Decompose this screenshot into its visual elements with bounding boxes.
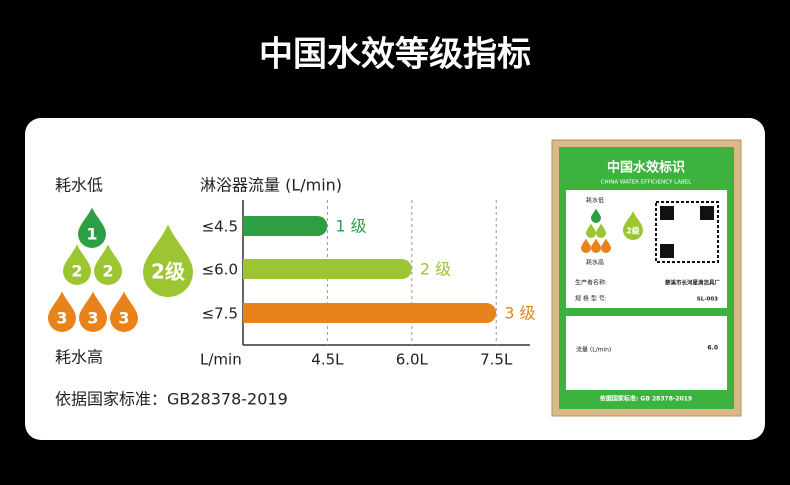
label-drop <box>591 238 601 253</box>
label-drop <box>586 223 596 238</box>
drop <box>63 244 91 285</box>
label-drop <box>596 223 606 238</box>
label-drop <box>591 208 601 223</box>
label-panel <box>566 316 727 390</box>
grade-label: 2 级 <box>420 260 451 279</box>
qr-finder <box>660 206 674 220</box>
label-title: 中国水效标识 <box>607 160 685 176</box>
label-drop <box>581 238 591 253</box>
drop <box>79 291 107 332</box>
label-drop <box>601 238 611 253</box>
label-low: 耗水低 <box>586 197 604 205</box>
qr-finder <box>700 206 714 220</box>
qr-finder <box>660 244 674 258</box>
grade-label: 1 级 <box>335 217 366 236</box>
model-label: 规 格 型 号: <box>575 295 607 303</box>
label-grade: 2级 <box>626 226 641 236</box>
flow: 6.0 <box>707 345 718 352</box>
drop <box>94 244 122 285</box>
maker-label: 生产者名称: <box>575 279 607 287</box>
label-standard: 依据国家标准: GB 28378-2019 <box>600 395 692 403</box>
drop <box>110 291 138 332</box>
drop-label: 1 <box>86 225 97 244</box>
label-grade-drop <box>623 211 643 240</box>
maker: 慈溪市长河星滴洁具厂 <box>665 279 721 287</box>
chart-title: 淋浴器流量 (L/min) <box>200 176 342 195</box>
page-title: 中国水效等级指标 <box>259 35 531 75</box>
grade-label: 3 级 <box>504 304 535 323</box>
y-tick-label: ≤6.0 <box>202 261 238 279</box>
footer: 依据国家标准：GB28378-2019 <box>55 390 288 409</box>
label-high: 耗水高 <box>586 259 604 267</box>
y-tick-label: ≤7.5 <box>202 305 238 323</box>
drop-label: 3 <box>56 309 67 328</box>
model: SL-003 <box>697 297 718 303</box>
drop <box>48 291 76 332</box>
drop-label: 3 <box>118 309 129 328</box>
x-axis-label: L/min <box>200 351 242 369</box>
drop-label: 3 <box>87 309 98 328</box>
drop <box>78 207 106 248</box>
bar <box>243 303 497 323</box>
x-tick-label: 7.5L <box>480 351 513 369</box>
y-tick-label: ≤4.5 <box>202 218 238 236</box>
bar <box>243 216 328 236</box>
legend-high: 耗水高 <box>55 348 103 367</box>
bar <box>243 259 412 279</box>
badge-drop <box>143 224 193 297</box>
flow-label: 流量 (L/min) <box>576 346 611 354</box>
drop-label: 2 <box>102 262 113 281</box>
legend-low: 耗水低 <box>55 176 103 195</box>
badge-label: 2级 <box>151 260 185 284</box>
label-subtitle: CHINA WATER EFFICIENCY LABEL <box>601 180 693 186</box>
x-tick-label: 4.5L <box>311 351 344 369</box>
drop-label: 2 <box>71 262 82 281</box>
x-tick-label: 6.0L <box>396 351 429 369</box>
